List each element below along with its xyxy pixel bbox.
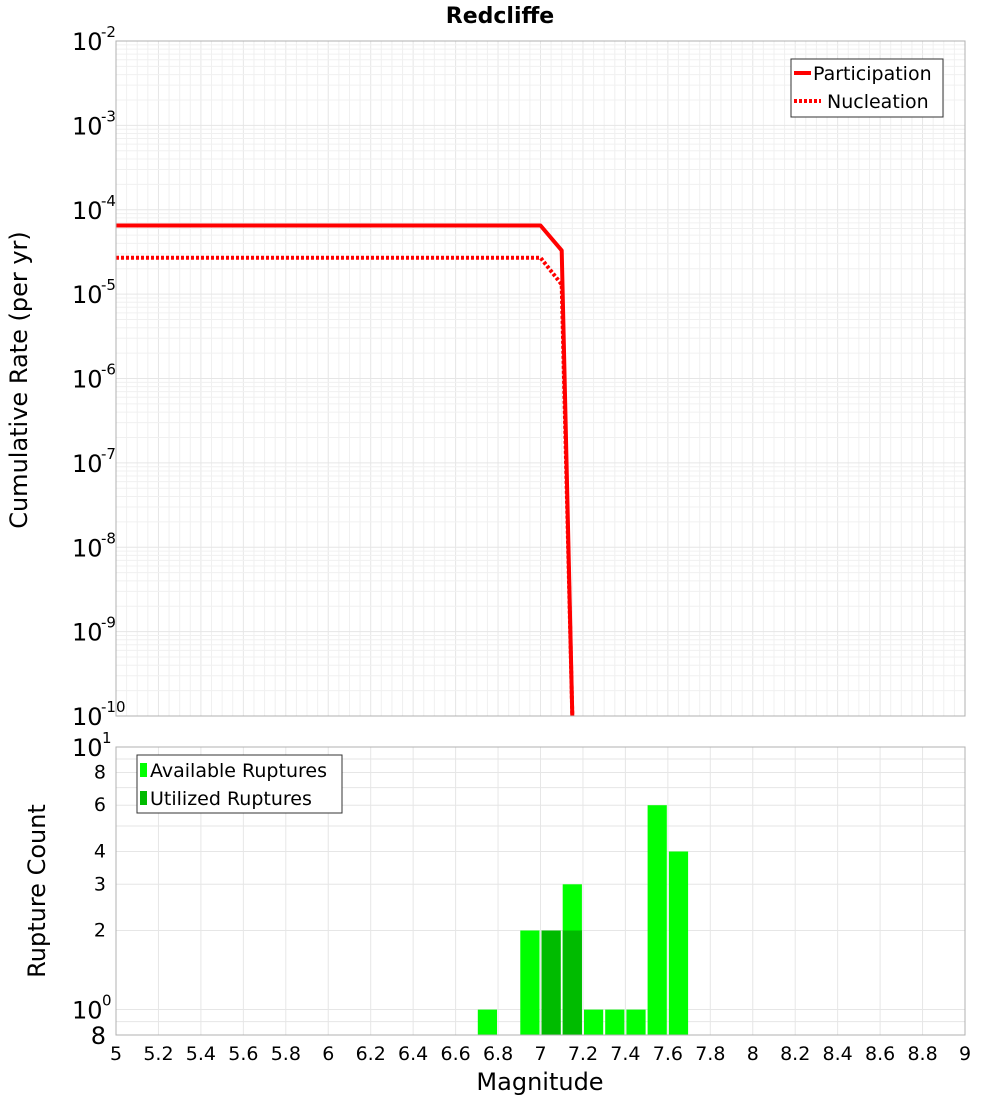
rate-y-tick-label: 10 [72,619,103,647]
count-y-axis-label: Rupture Count [23,804,51,978]
count-y-tick-label: 8 [94,761,106,783]
x-tick-label: 5.8 [271,1043,301,1065]
chart-title: Redcliffe [446,4,554,29]
count-legend: Available Ruptures Utilized Ruptures [136,754,343,814]
x-tick-label: 6.4 [398,1043,428,1065]
bar-utilized-ruptures [562,930,582,1035]
x-tick-label: 7.2 [568,1043,598,1065]
rate-y-tick-exponent: -2 [101,23,116,41]
rate-y-tick-label: 10 [72,197,103,225]
count-y-tick-exponent: 1 [102,729,112,747]
legend-nucleation-label: Nucleation [827,91,929,113]
count-y-tick-label: 10 [72,997,103,1025]
count-y-tick-exponent: 0 [102,992,112,1010]
rate-y-tick-exponent: -3 [101,107,116,125]
count-legend-box [136,754,343,814]
rate-y-tick-exponent: -4 [101,192,116,210]
count-x-ticks: 5 5.2 5.4 5.6 5.8 6 6.2 6.4 6.6 6.8 7 7.2 7.4 7.6 7.8 8… [110,1043,971,1065]
rate-y-tick-label: 10 [72,450,103,478]
x-tick-label: 7.8 [695,1043,725,1065]
x-tick-label: 8.4 [823,1043,853,1065]
x-tick-label: 6.6 [440,1043,470,1065]
x-axis-label: Magnitude [476,1068,603,1096]
count-y-tick-label: 4 [94,840,106,862]
rate-y-axis-label: Cumulative Rate (per yr) [5,231,33,529]
rate-y-tick-exponent: -7 [101,445,116,463]
rate-y-tick-label: 10 [72,112,103,140]
rate-legend-box [790,58,944,118]
x-tick-label: 5 [110,1043,122,1065]
bar-utilized-ruptures [541,930,561,1035]
legend-available-label: Available Ruptures [150,760,327,782]
bar-available-ruptures [626,1009,646,1035]
rate-y-tick-label: 10 [72,366,103,394]
bar-available-ruptures [477,1009,497,1035]
x-tick-label: 8 [747,1043,759,1065]
rate-y-tick-exponent: -8 [101,529,116,547]
rate-y-tick-exponent: -6 [101,361,116,379]
x-tick-label: 9 [959,1043,971,1065]
rate-y-tick-label: 10 [72,28,103,56]
rate-y-tick-exponent: -10 [101,698,126,716]
rate-y-tick-exponent: -9 [101,614,116,632]
x-tick-label: 7.4 [610,1043,640,1065]
bar-available-ruptures [584,1009,604,1035]
count-bars [477,805,689,1035]
rate-lines [116,223,575,717]
rate-plot-frame [115,40,966,717]
x-tick-label: 7.6 [653,1043,683,1065]
count-y-tick-label: 8 [91,1022,106,1050]
rate-y-tick-label: 10 [72,281,103,309]
rate-legend: Participation Nucleation [790,58,944,118]
count-y-tick-label: 3 [94,873,106,895]
bar-available-ruptures [520,930,540,1035]
bar-available-ruptures [605,1009,625,1035]
x-tick-label: 8.2 [780,1043,810,1065]
rate-y-tick-label: 10 [72,534,103,562]
legend-utilized-swatch [140,791,147,805]
rate-grid [115,41,966,717]
count-y-tick-label: 6 [94,794,106,816]
x-tick-label: 7 [534,1043,546,1065]
count-plot-frame [115,746,966,1036]
x-tick-label: 5.6 [228,1043,258,1065]
x-tick-label: 8.8 [907,1043,937,1065]
x-tick-label: 5.2 [143,1043,173,1065]
x-tick-label: 6.8 [483,1043,513,1065]
rate-chart: Redcliffe 10-1010-910-810-710-610-510-41… [5,4,966,731]
bar-available-ruptures [668,851,689,1035]
x-tick-label: 6.2 [356,1043,386,1065]
x-tick-label: 5.4 [186,1043,216,1065]
rate-y-tick-exponent: -5 [101,276,116,294]
bar-available-ruptures [647,805,667,1035]
series-line-nucleation [116,255,575,717]
x-tick-label: 8.6 [865,1043,895,1065]
count-y-tick-label: 2 [94,920,106,942]
rate-y-tick-label: 10 [72,703,103,731]
count-y-tick-label: 10 [72,734,103,762]
legend-available-swatch [140,763,147,777]
legend-utilized-label: Utilized Ruptures [150,788,312,810]
legend-participation-label: Participation [813,63,932,85]
x-tick-label: 6 [322,1043,334,1065]
